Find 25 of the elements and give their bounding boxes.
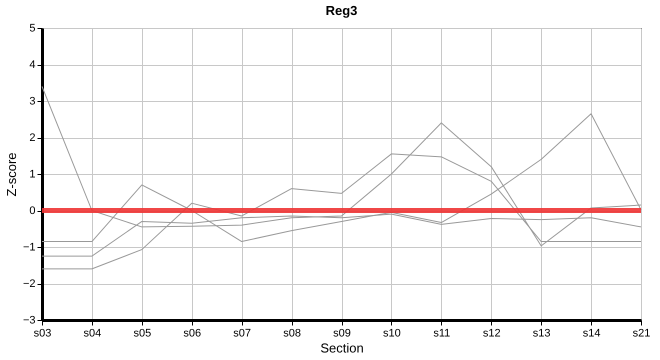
x-tick-label: s12 [482, 328, 501, 340]
y-tick-label: 1 [29, 168, 36, 180]
x-tick-label: s08 [283, 328, 301, 340]
x-tick-label: s13 [532, 328, 551, 340]
y-tick-label: 0 [29, 205, 36, 217]
x-tick-label: s14 [582, 328, 600, 340]
x-tick-label: s06 [183, 328, 202, 340]
y-tick-label: 2 [29, 132, 36, 144]
y-tick-label: 5 [29, 22, 36, 34]
y-axis-title: Z-score [4, 152, 19, 197]
x-tick-label: s10 [383, 328, 401, 340]
y-tick-label: −3 [22, 314, 36, 326]
x-tick-label: s05 [133, 328, 152, 340]
x-tick-label: s03 [34, 328, 52, 340]
x-tick-label: s07 [233, 328, 252, 340]
x-axis-title: Section [320, 340, 364, 356]
x-tick-label: s04 [84, 328, 102, 340]
y-tick-label: 4 [29, 59, 36, 71]
chart-title: Reg3 [326, 3, 358, 18]
x-tick-label: s11 [433, 328, 450, 340]
y-tick-label: −1 [22, 242, 36, 254]
y-tick-label: −2 [22, 278, 36, 290]
x-tick-label: s21 [632, 328, 650, 340]
x-tick-label: s09 [333, 328, 351, 340]
y-tick-label: 3 [29, 96, 36, 108]
